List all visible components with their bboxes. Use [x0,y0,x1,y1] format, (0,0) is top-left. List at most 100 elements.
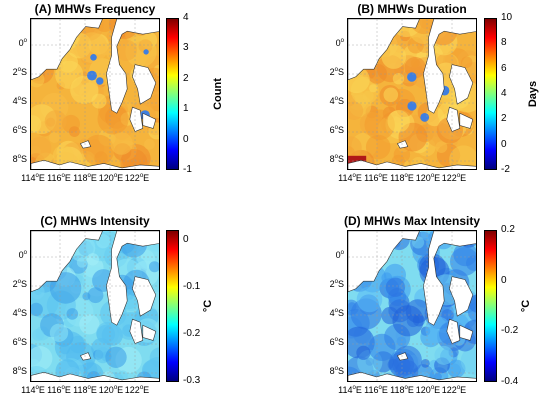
field-blob [383,87,399,103]
land-mass [423,231,476,326]
longitude-label: 122oE [124,385,150,395]
latitude-label: 6oS [12,337,27,347]
latitude-label: 4oS [12,96,27,106]
negative-spot [143,49,149,55]
latitude-label: 8oS [12,366,27,376]
field-blob [105,346,127,368]
field-blob [70,75,99,104]
longitude-label: 116oE [47,385,71,395]
field-blob [468,302,476,322]
longitude-label: 116oE [364,385,388,395]
longitude-label: 120oE [415,173,441,183]
field-blob [149,261,159,273]
negative-spot [90,54,97,61]
land-mass [348,19,420,81]
longitude-label: 120oE [98,385,124,395]
field-blob [348,136,362,159]
panel-title: (A) MHWs Frequency [34,2,156,16]
latitude-label: 8oS [329,154,344,164]
field-blob [461,56,473,68]
field-blob [387,110,410,133]
land-mass [129,106,144,132]
colorbar-tick-label: -0.2 [501,325,519,337]
longitude-label: 118oE [73,173,97,183]
land-mass [396,140,409,149]
land-mass [31,160,159,169]
longitude-label: 118oE [390,385,414,395]
map-area [30,230,160,382]
field-blob [449,145,476,169]
field-blob [385,277,406,297]
latitude-label: 2oS [329,279,344,289]
field-blob [32,328,45,341]
colorbar-tick-label: -1 [183,164,192,175]
land-mass [142,112,157,129]
colorbar [166,230,179,382]
land-mass [348,372,476,381]
land-mass [348,160,476,169]
field-blob [368,333,396,361]
field-blob [49,323,69,342]
longitude-label: 120oE [415,385,441,395]
field-blob [31,302,43,317]
field-blob [410,58,420,68]
colorbar-tick-label: 2 [501,113,507,125]
field-blob [97,103,129,135]
longitude-label: 114oE [338,385,362,395]
field-blob [120,149,148,169]
field-blob [392,73,405,85]
map-area [347,18,477,170]
latitude-label: 2oS [12,67,27,77]
colorbar-tick-label: 2 [183,72,189,84]
field-blob [356,286,383,313]
latitude-label: 0o [18,250,27,260]
negative-spot [87,70,97,81]
land-mass [396,352,409,361]
field-blob [110,132,133,155]
panel-title: (C) MHWs Intensity [40,214,150,228]
field-blob [425,107,445,127]
colorbar [484,18,497,170]
colorbar-tick-label: 3 [183,42,189,54]
field-blob [434,345,454,365]
field-blob [348,101,364,120]
land-mass [459,324,474,341]
field-blob [392,345,422,375]
field-blob [365,134,391,160]
colorbar-tick-label: 4 [501,88,507,99]
field-blob [44,110,67,133]
field-blob [362,90,374,102]
colorbar-tick-label: 10 [501,12,513,23]
field-blob [356,345,371,360]
land-mass [459,112,474,129]
colorbar-tick-label: 0 [183,133,189,145]
latitude-label: 6oS [329,125,344,135]
longitude-label: 120oE [98,173,124,183]
field-blob [91,93,107,109]
field-blob [79,314,100,335]
colorbar-label: °C [520,299,533,313]
longitude-label: 114oE [338,173,362,183]
field-blob [450,247,476,276]
field-blob [460,346,476,375]
colorbar-tick-label: -0.3 [183,375,201,387]
map-canvas [348,231,476,381]
land-mass [31,231,103,293]
colorbar-tick-label: -2 [501,164,510,175]
colorbar-tick-label: 0 [183,234,189,245]
negative-spot [96,77,104,85]
colorbar-label: Count [211,78,224,110]
colorbar-tick-label: -0.4 [501,376,519,387]
latitude-label: 0o [335,38,344,48]
panel-title: (D) MHWs Max Intensity [343,214,480,228]
land-mass [31,19,103,81]
colorbar-tick-label: 6 [501,62,507,74]
colorbar [166,18,179,170]
land-mass [348,231,420,293]
longitude-label: 114oE [21,173,45,183]
latitude-label: 6oS [12,125,27,135]
latitude-label: 8oS [329,366,344,376]
map-area [347,230,477,382]
field-blob [149,347,159,368]
longitude-label: 122oE [441,385,467,395]
